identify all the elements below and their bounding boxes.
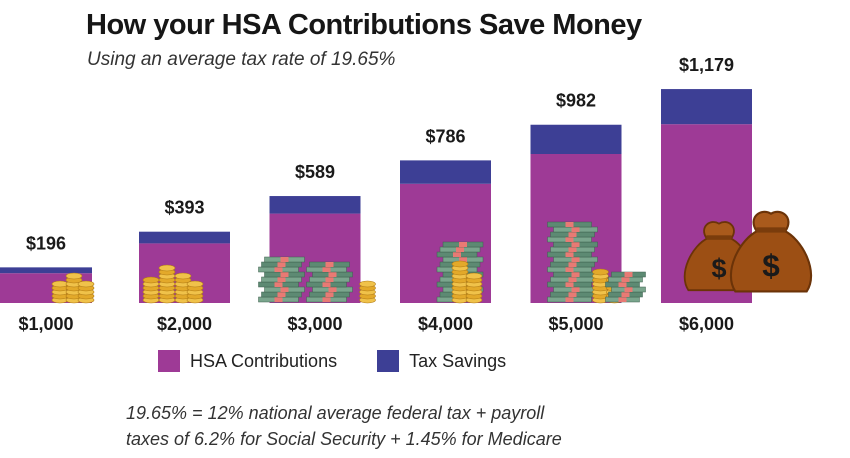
cash-bundle-icon — [306, 261, 353, 303]
bar-tax-3 — [269, 196, 361, 214]
bar-chart: $ $ $196$1,000$393$2,000$589$3,000$786$4,… — [0, 55, 813, 334]
dollar-sign-icon: $ — [762, 248, 780, 284]
decorations-layer: $ $ — [51, 210, 813, 304]
data-label: $982 — [556, 91, 596, 111]
coin-stack-icon — [142, 276, 160, 304]
category-label: $2,000 — [157, 314, 212, 334]
legend-item-tax: Tax Savings — [377, 350, 506, 372]
category-label: $1,000 — [18, 314, 73, 334]
data-label: $1,179 — [679, 55, 734, 75]
footnote-line-2: taxes of 6.2% for Social Security + 1.45… — [126, 429, 562, 449]
data-label: $393 — [164, 198, 204, 218]
coin-stack-icon — [51, 280, 69, 304]
data-label: $589 — [295, 162, 335, 182]
legend: HSA Contributions Tax Savings — [158, 350, 546, 372]
legend-item-hsa: HSA Contributions — [158, 350, 337, 372]
data-label: $786 — [425, 126, 465, 146]
coin-stack-icon — [186, 280, 204, 304]
legend-swatch-tax — [377, 350, 400, 372]
data-label: $196 — [26, 233, 66, 253]
coin-stack-icon — [451, 260, 469, 304]
coin-stack-icon — [65, 272, 83, 304]
bars-layer — [0, 89, 752, 303]
chart-subtitle: Using an average tax rate of 19.65% — [87, 49, 396, 70]
footnote: 19.65% = 12% national average federal ta… — [126, 400, 562, 452]
coin-stack-icon — [592, 268, 609, 304]
chart-title: How your HSA Contributions Save Money — [86, 9, 642, 41]
cash-bundle-icon — [605, 271, 646, 303]
cash-bundle-icon — [258, 256, 305, 303]
bar-tax-4 — [400, 160, 491, 184]
category-label: $3,000 — [287, 314, 342, 334]
coin-stack-icon — [465, 272, 483, 304]
bar-tax-2 — [139, 231, 230, 244]
labels-layer: $196 $1,000 $393 $2,000 $589 $3,000 $786 $4,000… — [18, 55, 734, 334]
category-label: $4,000 — [418, 314, 473, 334]
bar-tax-1 — [0, 267, 92, 274]
category-label: $5,000 — [548, 314, 603, 334]
money-bag-icon: $ — [729, 210, 813, 293]
bar-tax-6 — [661, 89, 752, 125]
coin-stack-icon — [158, 264, 176, 304]
coin-stack-icon — [359, 280, 376, 304]
bar-tax-5 — [530, 124, 622, 154]
coin-stack-icon — [174, 272, 192, 304]
legend-label-hsa: HSA Contributions — [190, 350, 338, 371]
dollar-sign-icon: $ — [711, 254, 726, 284]
legend-swatch-hsa — [158, 350, 180, 372]
coin-stack-icon — [77, 280, 95, 304]
legend-label-tax: Tax Savings — [409, 350, 507, 371]
category-label: $6,000 — [679, 314, 734, 334]
footnote-line-1: 19.65% = 12% national average federal ta… — [126, 403, 545, 423]
cash-bundle-icon — [547, 221, 598, 303]
